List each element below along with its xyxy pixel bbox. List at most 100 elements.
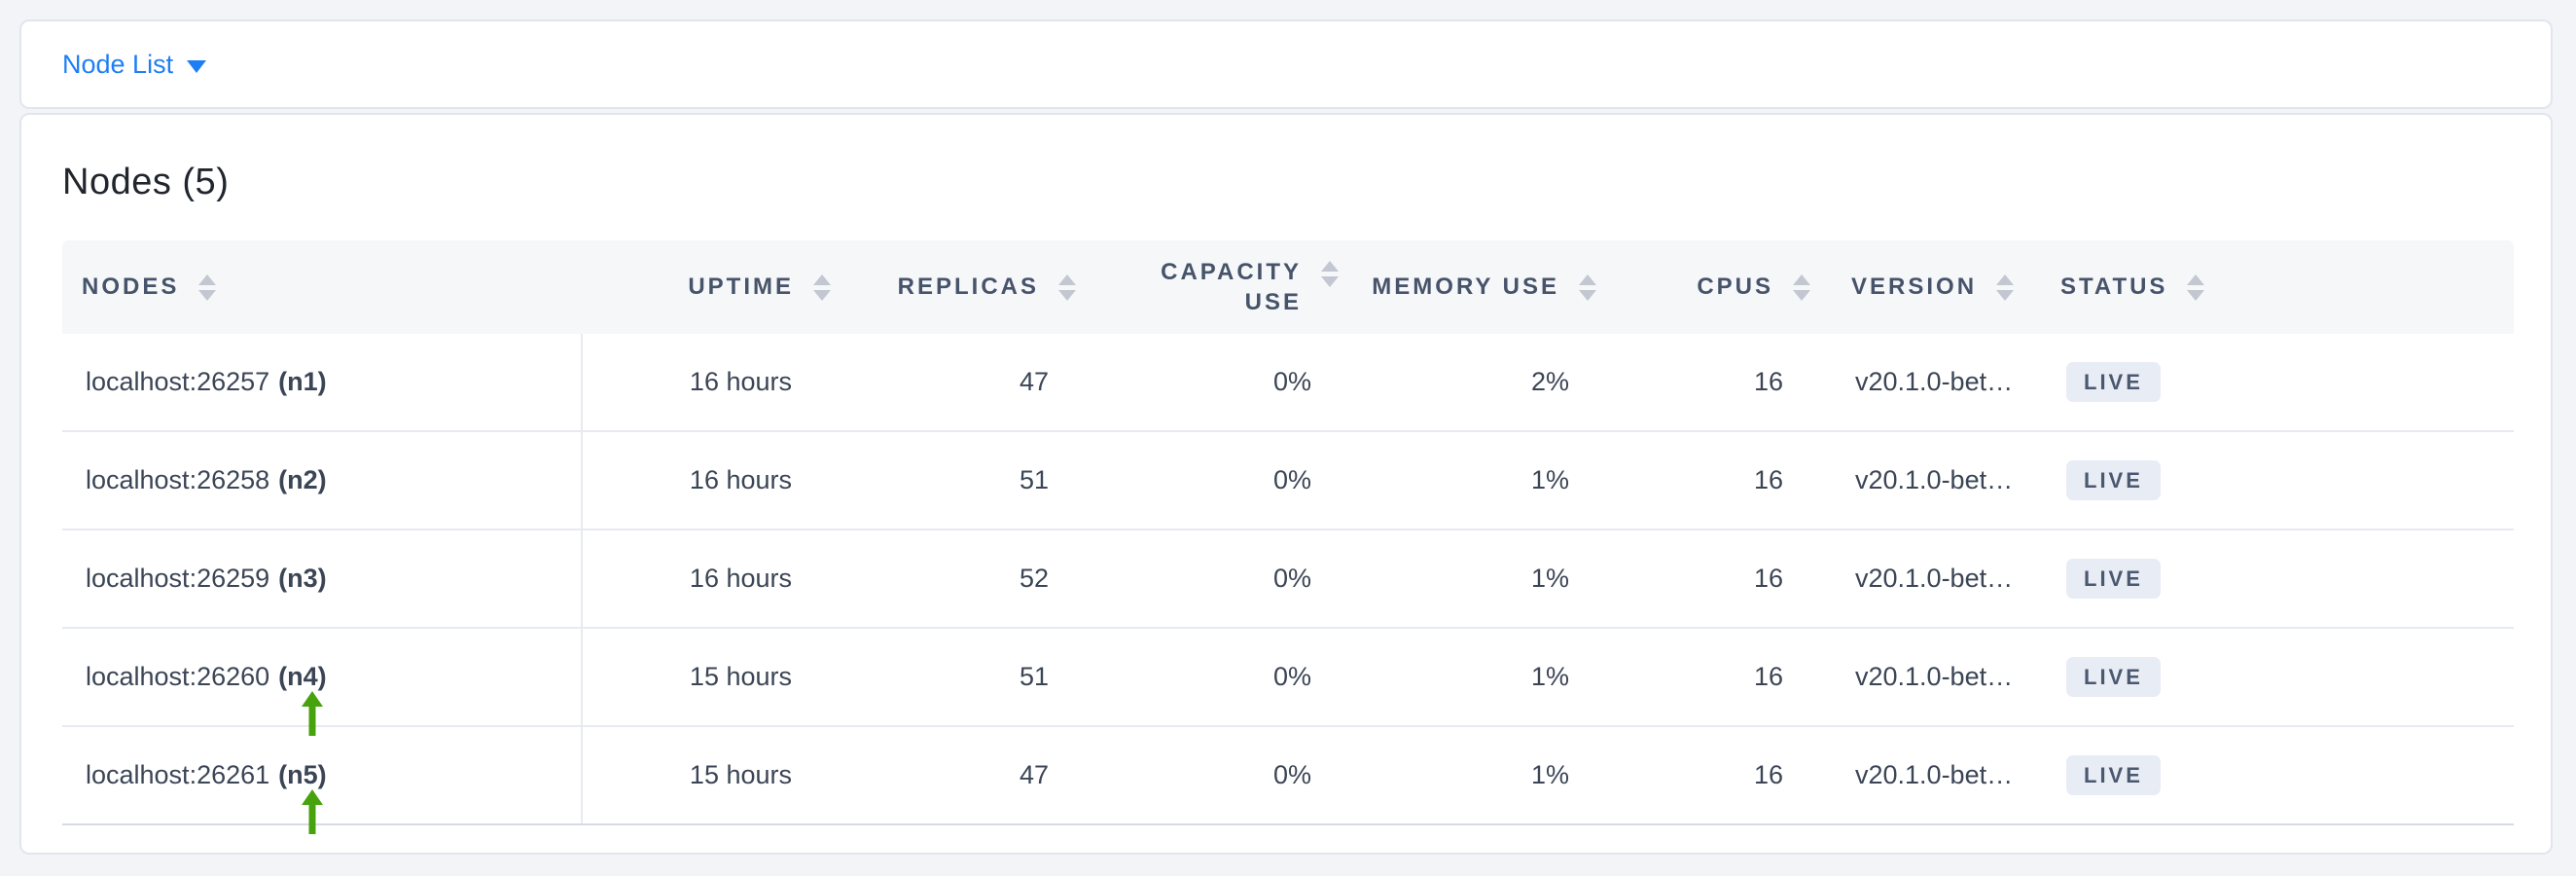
version-cell: v20.1.0-bet… (1826, 530, 2030, 627)
uptime-cell-value: 15 hours (689, 662, 792, 691)
cpus-cell-value: 16 (1753, 465, 1783, 494)
status-badge: LIVE (2066, 657, 2161, 697)
status-cell: LIVE (2030, 727, 2514, 823)
node-list-dropdown-label: Node List (62, 49, 174, 79)
uptime-cell-value: 16 hours (689, 367, 792, 396)
view-selector-bar: Node List (19, 19, 2553, 109)
uptime-cell: 15 hours (583, 629, 858, 725)
memory-use-cell: 1% (1354, 629, 1612, 725)
capacity-use-cell: 0% (1091, 432, 1354, 529)
node-address: localhost:26257 (86, 367, 270, 396)
uptime-cell-value: 16 hours (689, 465, 792, 494)
sort-icon[interactable] (2187, 274, 2205, 301)
cpus-cell: 16 (1612, 629, 1826, 725)
table-row-n2[interactable]: localhost:26258 (n2) 16 hours 51 0% 1% 16 v20.1… (62, 432, 2514, 530)
version-cell: v20.1.0-bet… (1826, 334, 2030, 430)
replicas-cell-value: 52 (1019, 564, 1049, 593)
replicas-cell: 52 (858, 530, 1091, 627)
memory-use-cell-value: 1% (1530, 465, 1569, 494)
status-badge: LIVE (2066, 755, 2161, 795)
green-up-arrow-icon (302, 691, 323, 736)
replicas-cell: 47 (858, 727, 1091, 823)
cpus-cell-value: 16 (1753, 367, 1783, 396)
page-title: Nodes (5) (62, 162, 230, 202)
capacity-use-cell-value: 0% (1272, 564, 1311, 593)
uptime-cell: 16 hours (583, 530, 858, 627)
capacity-use-cell: 0% (1091, 727, 1354, 823)
node-address: localhost:26258 (86, 465, 270, 494)
version-cell-value: v20.1.0-bet… (1855, 760, 2014, 789)
replicas-cell: 47 (858, 334, 1091, 430)
replicas-cell: 51 (858, 432, 1091, 529)
memory-use-cell-value: 1% (1530, 662, 1569, 691)
sort-icon[interactable] (813, 274, 831, 301)
cpus-cell-value: 16 (1753, 662, 1783, 691)
column-header-label: CPUS (1697, 274, 1773, 300)
version-cell-value: v20.1.0-bet… (1855, 465, 2014, 494)
table-row-n1[interactable]: localhost:26257 (n1) 16 hours 47 0% 2% 16 v20.1… (62, 334, 2514, 432)
replicas-cell: 51 (858, 629, 1091, 725)
table-header-row: NODES UPTIME REPLICAS CAPACITY USE MEMORY US… (62, 240, 2514, 334)
capacity-use-cell-value: 0% (1272, 465, 1311, 494)
table-body: localhost:26257 (n1) 16 hours 47 0% 2% 16 v20.1… (62, 334, 2514, 834)
uptime-cell: 16 hours (583, 432, 858, 529)
status-cell: LIVE (2030, 629, 2514, 725)
cpus-cell-value: 16 (1753, 760, 1783, 789)
column-header-label: CAPACITY USE (1161, 258, 1302, 315)
column-header-cpus[interactable]: CPUS (1612, 240, 1826, 334)
column-header-version[interactable]: VERSION (1826, 240, 2030, 334)
column-header-label: UPTIME (688, 274, 794, 300)
uptime-cell-value: 16 hours (689, 564, 792, 593)
node-cell: localhost:26259 (n3) (62, 530, 583, 627)
uptime-cell: 16 hours (583, 334, 858, 430)
sort-icon[interactable] (1793, 274, 1810, 301)
node-id: (n2) (278, 465, 327, 494)
node-address: localhost:26261 (86, 760, 270, 789)
capacity-use-cell: 0% (1091, 334, 1354, 430)
node-id: (n3) (278, 564, 327, 593)
sort-icon[interactable] (198, 274, 217, 301)
sort-icon[interactable] (1321, 261, 1339, 287)
cpus-cell: 16 (1612, 432, 1826, 529)
version-cell: v20.1.0-bet… (1826, 629, 2030, 725)
memory-use-cell-value: 2% (1530, 367, 1569, 396)
node-id: (n5) (278, 760, 327, 789)
replicas-cell-value: 47 (1019, 760, 1049, 789)
status-badge: LIVE (2066, 460, 2161, 500)
version-cell-value: v20.1.0-bet… (1855, 662, 2014, 691)
column-header-memory_use[interactable]: MEMORY USE (1354, 240, 1612, 334)
nodes-table: NODES UPTIME REPLICAS CAPACITY USE MEMORY US… (62, 240, 2514, 834)
node-address: localhost:26260 (86, 662, 270, 691)
green-up-arrow-icon (302, 789, 323, 834)
memory-use-cell-value: 1% (1530, 564, 1569, 593)
column-header-status[interactable]: STATUS (2030, 240, 2514, 334)
sort-icon[interactable] (1996, 274, 2015, 301)
table-row-n5[interactable]: localhost:26261 (n5) 15 hours 47 0% 1% 16 v20.1… (62, 727, 2514, 834)
capacity-use-cell-value: 0% (1272, 662, 1311, 691)
cpus-cell-value: 16 (1753, 564, 1783, 593)
column-header-label: VERSION (1851, 274, 1978, 300)
capacity-use-cell: 0% (1091, 629, 1354, 725)
nodes-panel: Nodes (5) NODES UPTIME REPLICAS CAPACITY US… (19, 113, 2553, 855)
table-row-n4[interactable]: localhost:26260 (n4) 15 hours 51 0% 1% 16 v20.1… (62, 629, 2514, 736)
column-header-replicas[interactable]: REPLICAS (858, 240, 1091, 334)
replicas-cell-value: 51 (1019, 662, 1049, 691)
capacity-use-cell: 0% (1091, 530, 1354, 627)
sort-icon[interactable] (1058, 274, 1076, 301)
version-cell: v20.1.0-bet… (1826, 432, 2030, 529)
column-header-label: MEMORY USE (1372, 274, 1559, 300)
node-list-dropdown[interactable]: Node List (62, 49, 207, 80)
version-cell-value: v20.1.0-bet… (1855, 367, 2014, 396)
memory-use-cell: 1% (1354, 432, 1612, 529)
version-cell-value: v20.1.0-bet… (1855, 564, 2014, 593)
column-header-capacity_use[interactable]: CAPACITY USE (1091, 240, 1354, 334)
memory-use-cell-value: 1% (1530, 760, 1569, 789)
column-header-label: NODES (82, 274, 180, 300)
column-header-node[interactable]: NODES (62, 240, 583, 334)
table-row-n3[interactable]: localhost:26259 (n3) 16 hours 52 0% 1% 16 v20.1… (62, 530, 2514, 629)
sort-icon[interactable] (1579, 274, 1596, 301)
capacity-use-cell-value: 0% (1272, 760, 1311, 789)
uptime-cell-value: 15 hours (689, 760, 792, 789)
column-header-uptime[interactable]: UPTIME (583, 240, 858, 334)
